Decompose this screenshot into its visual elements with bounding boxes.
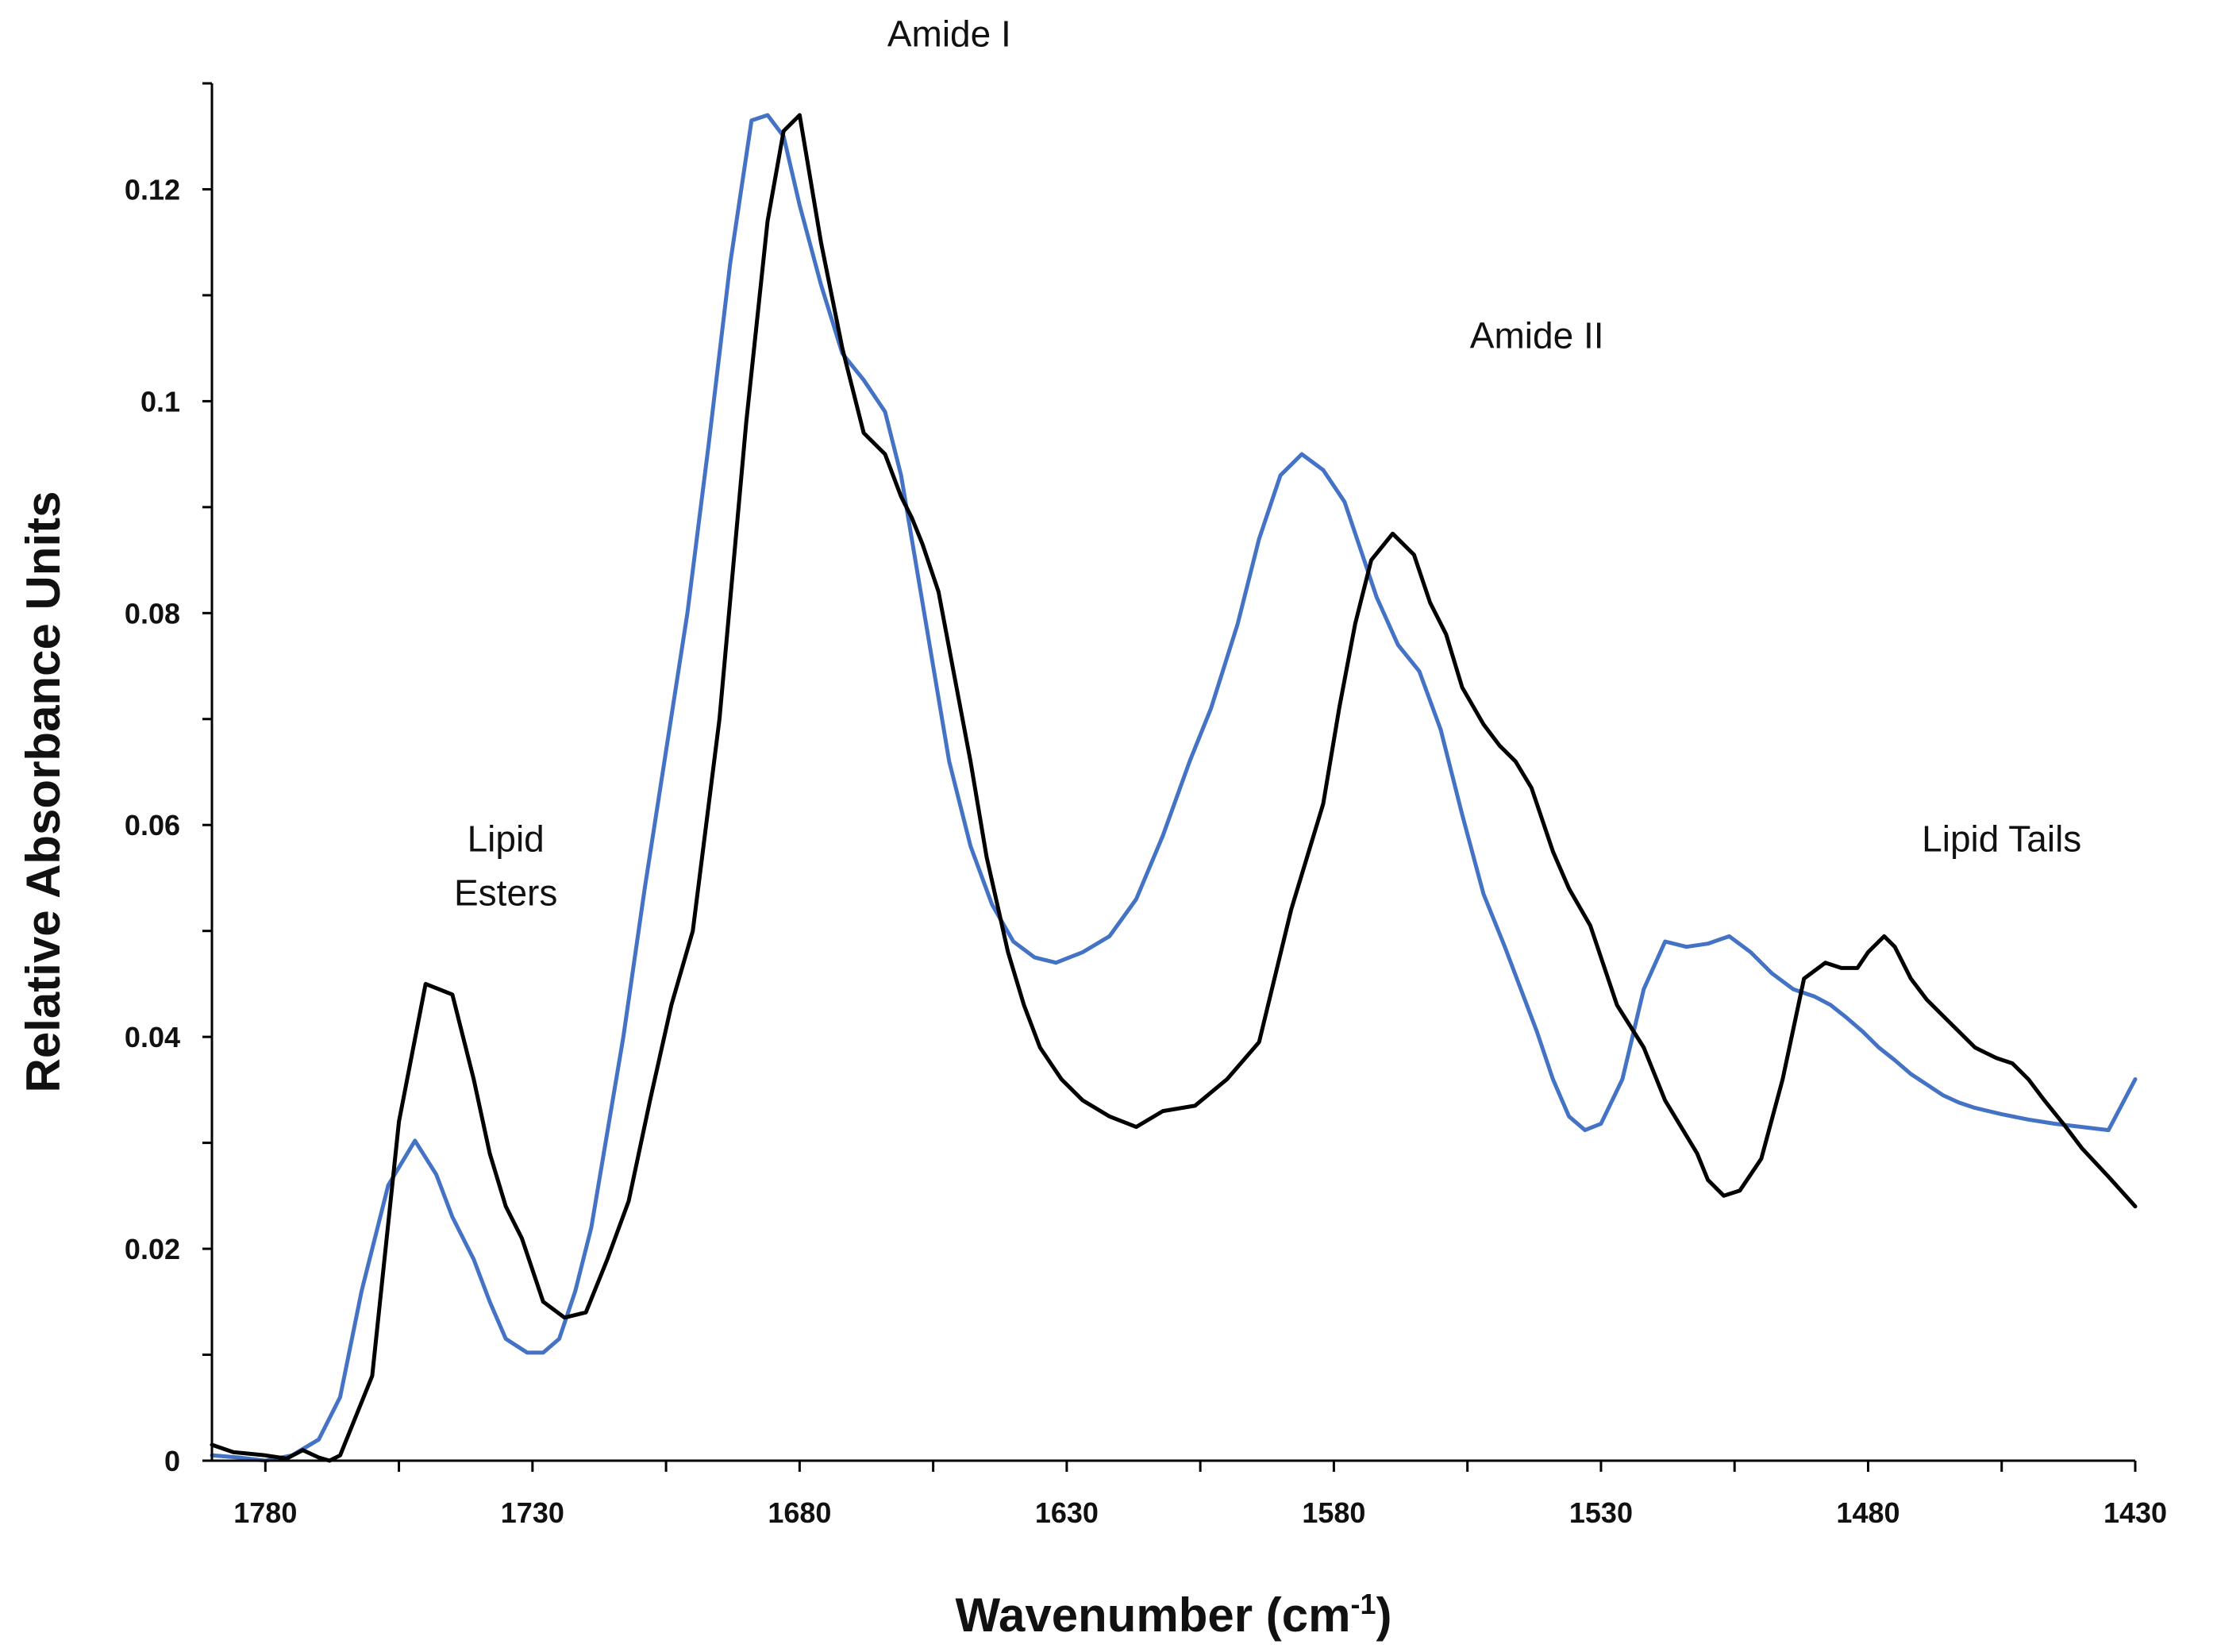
y-tick-label: 0.06 (125, 809, 180, 841)
annotation-label: Amide I (887, 13, 1011, 54)
x-tick-label: 1530 (1569, 1496, 1633, 1529)
series-line-black (210, 113, 2138, 1463)
x-axis-title-suffix: ) (1376, 1588, 1391, 1642)
series-layer (210, 113, 2138, 1463)
x-axis-title-superscript: -1 (1350, 1588, 1376, 1620)
annotation-label: Esters (454, 872, 557, 914)
y-tick-label: 0.1 (140, 385, 180, 418)
annotation-label: Lipid (468, 818, 545, 860)
y-tick-label: 0.08 (125, 597, 180, 630)
y-tick-label: 0.04 (125, 1021, 180, 1053)
x-axis-title-main: Wavenumber (cm (956, 1588, 1351, 1642)
x-tick-label: 1630 (1035, 1496, 1099, 1529)
x-tick-label: 1580 (1302, 1496, 1365, 1529)
x-axis-title: Wavenumber (cm-1) (956, 1588, 1392, 1642)
y-tick-label: 0.12 (125, 173, 180, 206)
annotations-layer: Lipid Esters Amide I Amide II Lipid Tails (454, 13, 2081, 913)
annotation-label: Amide II (1470, 315, 1604, 356)
annotation-label: Lipid Tails (1922, 818, 2081, 860)
x-tick-label: 1480 (1836, 1496, 1899, 1529)
ticks-layer: 0 0.02 0.04 0.06 0.08 0.1 0.12 1780 1730 1680 1630… (125, 82, 2167, 1529)
axes-layer (210, 83, 2135, 1462)
y-tick-label: 0.02 (125, 1233, 180, 1265)
series-line-blue (210, 113, 2138, 1463)
x-tick-label: 1780 (233, 1496, 297, 1529)
x-tick-label: 1730 (501, 1496, 564, 1529)
y-axis-title: Relative Absorbance Units (17, 491, 70, 1093)
y-tick-label: 0 (164, 1445, 180, 1477)
x-tick-label: 1680 (768, 1496, 831, 1529)
x-tick-label: 1430 (2103, 1496, 2167, 1529)
